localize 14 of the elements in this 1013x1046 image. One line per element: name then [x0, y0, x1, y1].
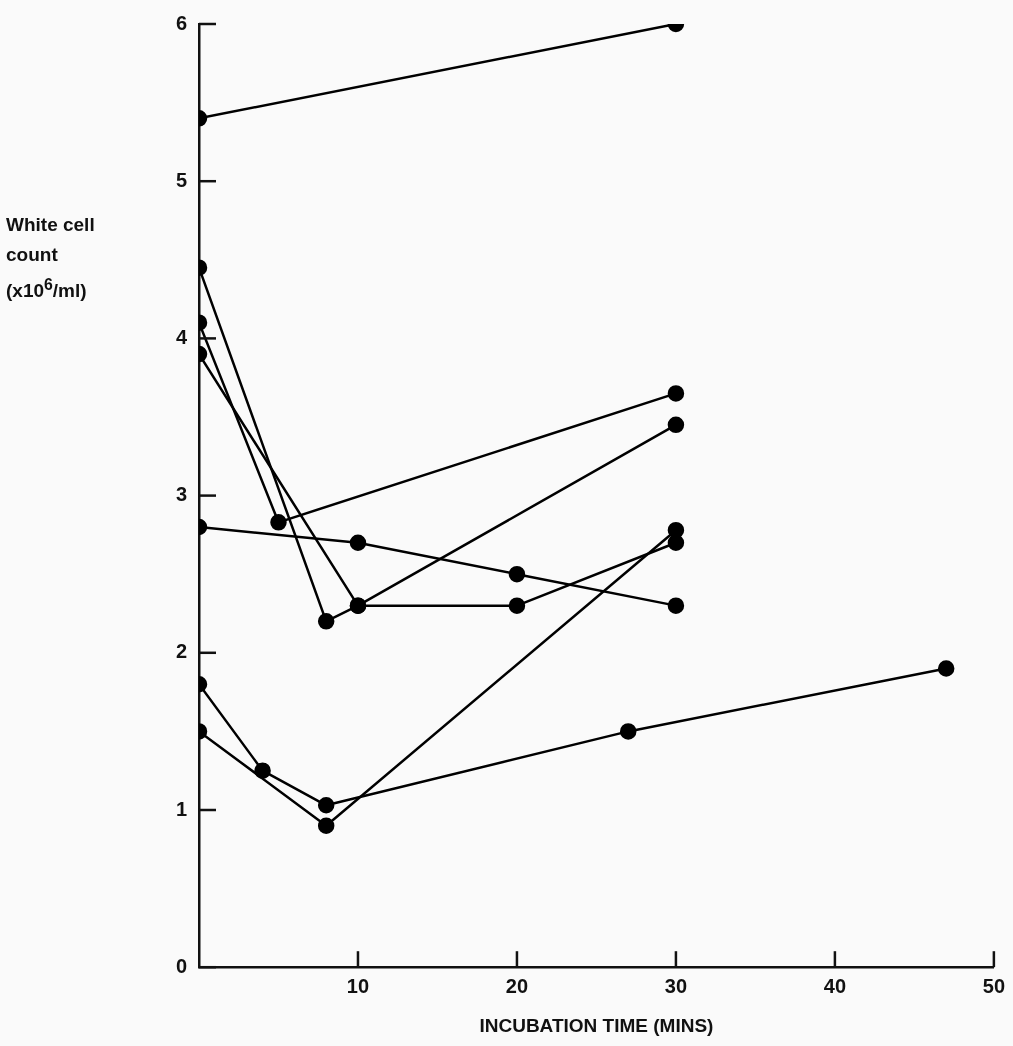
y-tick-label: 6 [175, 11, 187, 34]
x-tick-label: 30 [664, 974, 688, 997]
y-tick-label: 3 [175, 483, 187, 506]
x-axis-title: INCUBATION TIME (MINS) [479, 1014, 714, 1036]
x-tick-label: 20 [505, 974, 529, 997]
y-tick-label: 2 [175, 640, 187, 663]
y-axis-title: White cell count (x10$^{6}$/ml) [6, 213, 96, 304]
x-tick-label: 50 [982, 974, 1005, 997]
x-tick-label: 10 [346, 974, 370, 997]
y-tick-label: 4 [175, 325, 188, 348]
y-tick-label: 1 [175, 797, 187, 820]
x-tick-label: 40 [823, 974, 847, 997]
y-tick-label: 0 [175, 954, 187, 977]
y-tick-label: 5 [175, 168, 187, 191]
